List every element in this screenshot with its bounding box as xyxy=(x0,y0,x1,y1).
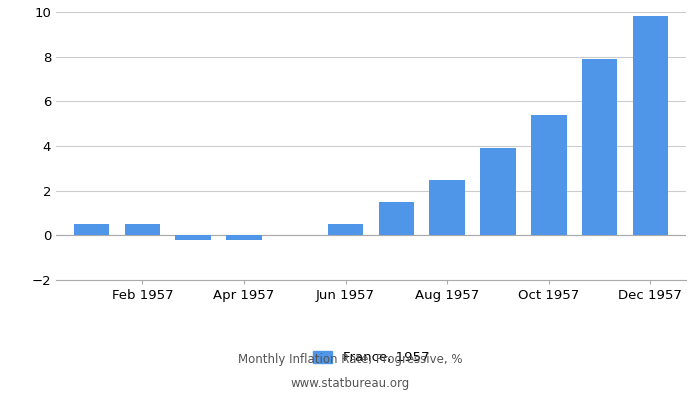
Bar xyxy=(176,235,211,240)
Bar xyxy=(531,115,566,235)
Bar xyxy=(429,180,465,235)
Text: Monthly Inflation Rate, Progressive, %: Monthly Inflation Rate, Progressive, % xyxy=(238,354,462,366)
Bar xyxy=(480,148,516,235)
Bar xyxy=(379,202,414,235)
Bar xyxy=(226,235,262,240)
Bar xyxy=(633,16,668,235)
Legend: France, 1957: France, 1957 xyxy=(307,346,435,370)
Bar xyxy=(125,224,160,235)
Bar xyxy=(582,59,617,235)
Bar xyxy=(74,224,109,235)
Bar xyxy=(328,224,363,235)
Text: www.statbureau.org: www.statbureau.org xyxy=(290,378,410,390)
